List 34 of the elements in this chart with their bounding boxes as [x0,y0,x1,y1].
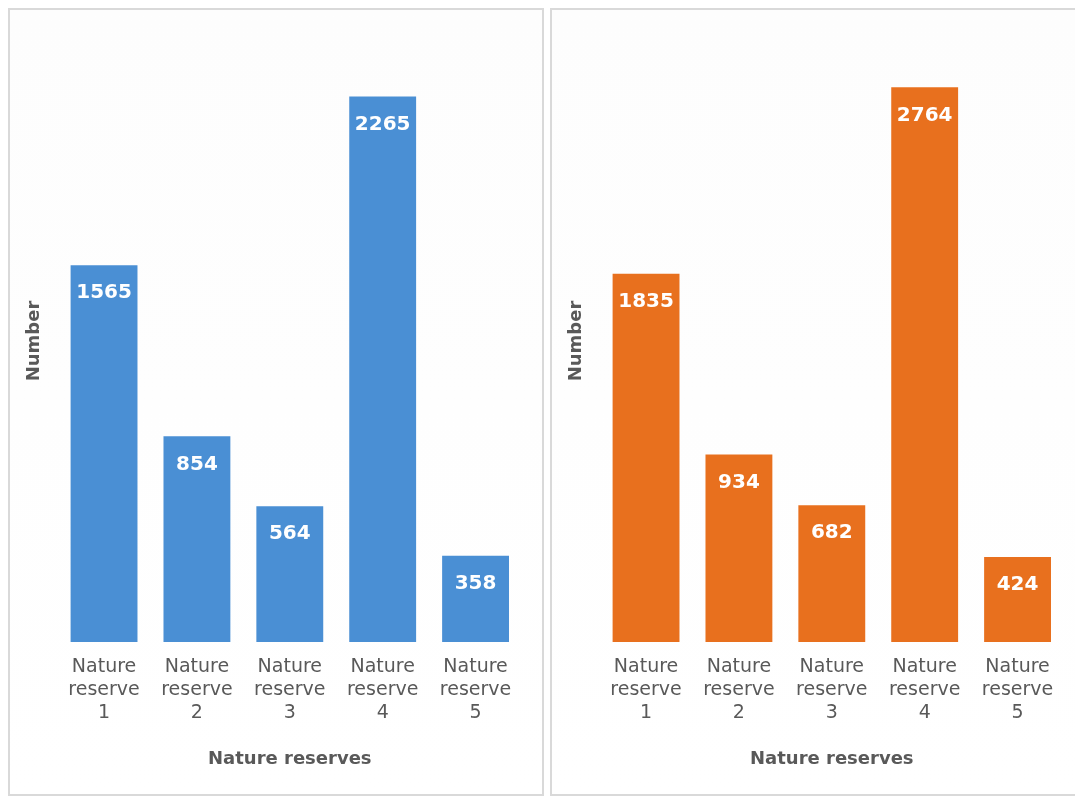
bar [798,505,866,642]
data-label: 1565 [76,279,132,304]
x-tick-label: Nature reserve 4 [888,654,961,722]
y-axis-title: Number [22,300,44,382]
bar [705,454,773,642]
y-axis-title: Number [564,300,586,382]
x-tick-label: Nature reserve 2 [161,654,233,722]
data-label: 2764 [896,101,953,126]
bar [891,87,959,642]
bar [349,96,417,642]
x-tick-label: Nature reserve 3 [796,654,868,722]
x-tick-label: Nature reserve 5 [439,654,512,722]
data-label: 682 [810,519,853,544]
bar [984,556,1051,642]
x-axis-title: Nature reserves [750,746,914,768]
x-tick-label: Nature reserve 2 [703,654,775,722]
x-tick-label: Nature reserve 3 [254,654,326,722]
data-label: 358 [454,570,497,594]
data-label: 564 [268,520,311,545]
bar [163,436,231,642]
data-label: 424 [996,571,1039,596]
data-label: 2265 [354,110,411,135]
x-tick-label: Nature reserve 1 [610,654,682,722]
bar [442,555,509,642]
data-label: 854 [176,450,218,475]
bar [70,265,138,642]
x-tick-label: Nature reserve 1 [68,654,140,722]
x-tick-label: Nature reserve 5 [981,654,1054,722]
data-label: 1835 [618,287,674,312]
bar [256,506,324,642]
data-label: 934 [718,468,760,493]
x-tick-label: Nature reserve 4 [346,654,419,722]
x-axis-title: Nature reserves [208,746,372,768]
bar [612,273,680,642]
